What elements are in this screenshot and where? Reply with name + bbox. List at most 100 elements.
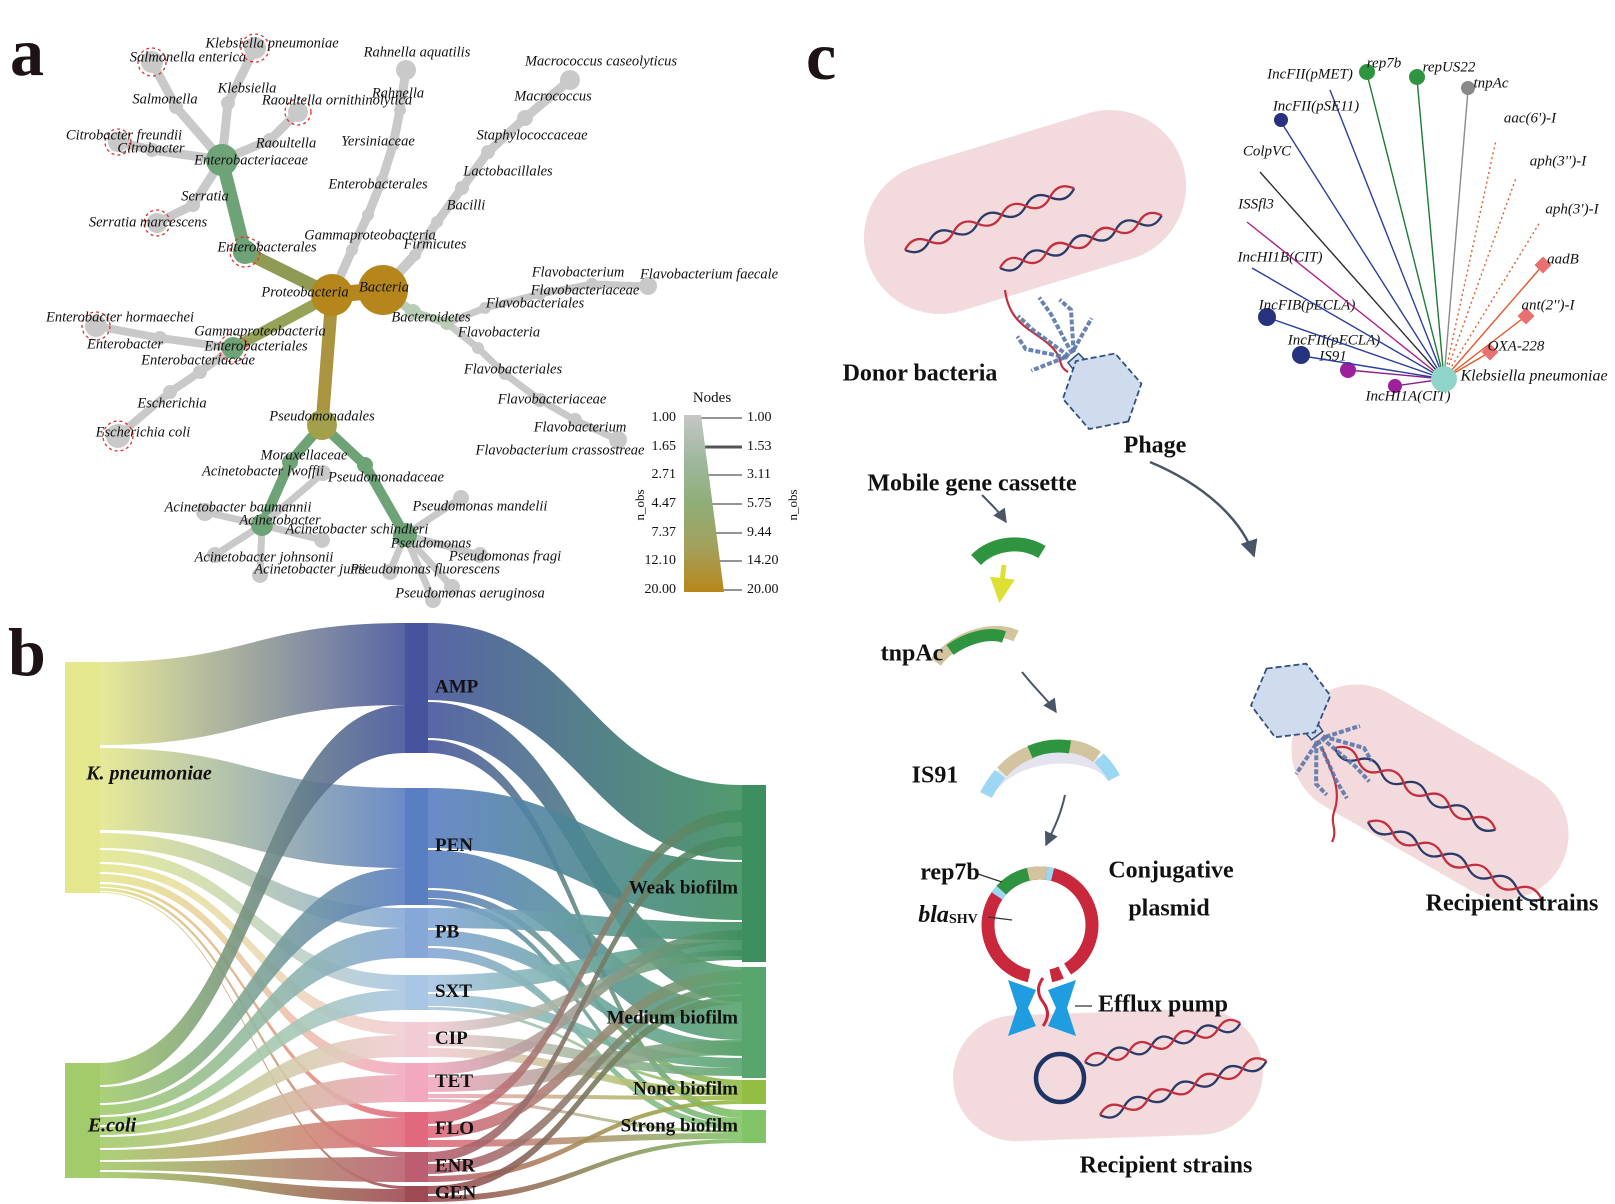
tree-node <box>472 547 488 563</box>
sankey-flow <box>100 928 405 1115</box>
tree-node <box>207 547 223 563</box>
label-connector <box>987 916 1013 921</box>
capsule-body <box>953 1008 1263 1142</box>
legend-tick-label-right: 1.53 <box>747 439 772 454</box>
panel-b-letter: b <box>8 614 46 690</box>
tree-node <box>479 302 491 314</box>
taxon-label: Flavobacteriales <box>463 361 563 377</box>
taxon-label: Klebsiella <box>217 80 277 96</box>
dna-strand <box>903 185 1075 251</box>
tree-node <box>346 244 358 256</box>
gene-transfer-label: IS91 <box>912 763 959 789</box>
plasmid-transfer-strand <box>1037 977 1049 1027</box>
tree-node <box>314 532 330 548</box>
gene-transfer-label: tnpAc <box>881 641 944 667</box>
taxon-label: Staphylococcaceae <box>476 127 588 143</box>
tree-node <box>252 567 268 583</box>
radial-gene-label: OXA-228 <box>1488 338 1545 354</box>
radial-spoke <box>1443 264 1544 380</box>
sankey-right-node <box>742 1080 766 1104</box>
taxon-label: Moraxellaceae <box>260 447 349 463</box>
taxon-label: Serratia marcescens <box>89 214 208 230</box>
taxon-label: Pseudomonas aeruginosa <box>394 585 544 601</box>
taxon-label: Firmicutes <box>403 236 467 252</box>
tree-node <box>153 331 167 345</box>
taxon-label: Acinetobacter baumannii <box>164 499 312 515</box>
sankey-right-label: Medium biofilm <box>607 1007 739 1028</box>
radial-dot <box>1292 346 1310 364</box>
tree-node <box>609 431 627 449</box>
taxon-label: Bacilli <box>447 197 486 213</box>
efflux-pump-icon <box>1008 980 1036 1036</box>
sankey-flow <box>100 990 405 1125</box>
dna-helix-icon <box>903 185 1076 254</box>
gene-transfer-label: Recipient strains <box>1080 1153 1253 1179</box>
tree-node <box>499 368 511 380</box>
legend-tick-label-right: 14.20 <box>747 553 779 568</box>
sankey-right-label: None biofilm <box>633 1078 738 1099</box>
dna-strand <box>1099 1060 1268 1119</box>
legend-tick-label-left: 1.65 <box>652 439 677 454</box>
sankey-flow <box>428 623 742 860</box>
radial-spoke <box>1280 121 1445 380</box>
radial-dot <box>1388 379 1402 393</box>
sankey-source-node <box>65 662 100 893</box>
recipient-capsule-right <box>1291 684 1569 900</box>
tree-node <box>472 342 484 354</box>
legend-axis-label: n_obs <box>785 489 800 520</box>
taxon-label: Pseudomonas mandelii <box>412 498 548 514</box>
tree-node <box>431 216 443 228</box>
radial-spoke <box>1443 89 1469 380</box>
tree-node <box>455 181 469 195</box>
radial-gene-label: aadB <box>1547 251 1579 267</box>
tree-node <box>409 249 421 261</box>
tree-node <box>106 424 130 448</box>
tree-edge <box>501 370 544 404</box>
tree-edge <box>536 280 596 298</box>
tree-node <box>534 288 546 300</box>
is91-arc-tip <box>1094 753 1120 782</box>
tree-node <box>222 337 244 359</box>
tree-node <box>387 139 399 151</box>
tree-node <box>288 102 308 122</box>
taxon-label: Acinetobacter junii <box>253 561 366 577</box>
sankey-flow <box>100 874 405 1075</box>
tnpac-arc-green <box>946 629 1007 655</box>
taxon-label: Escherichia <box>136 395 206 411</box>
tree-edge <box>315 288 339 432</box>
legend-tick-label-left: 12.10 <box>645 553 677 568</box>
recipient-plasmid-icon <box>1033 1051 1087 1105</box>
tree-node <box>560 70 580 90</box>
plasmid-seg-green <box>996 867 1031 895</box>
dna-helix-icon <box>1083 1018 1242 1067</box>
sankey-flow <box>100 1157 405 1182</box>
bla-shv-label: blaSHV <box>918 902 977 928</box>
sankey-mid-node <box>405 1186 428 1202</box>
radial-spoke <box>1416 78 1445 380</box>
sankey-right-node <box>742 1110 766 1143</box>
sankey-mid-label: CIP <box>435 1028 468 1049</box>
taxon-label: Enterobacter <box>86 336 163 352</box>
dna-strand <box>998 211 1163 269</box>
sankey-flow <box>428 970 742 1138</box>
legend-tick-label-left: 4.47 <box>652 496 677 511</box>
sankey-mid-node <box>405 623 428 753</box>
dna-strand <box>999 214 1163 272</box>
taxon-label: Flavobacterium faecale <box>639 266 779 282</box>
tree-node <box>244 37 266 59</box>
taxon-label: Acinetobacter lwoffii <box>201 463 324 479</box>
legend-tick-label-right: 5.75 <box>747 496 772 511</box>
sankey-mid-node <box>405 1022 428 1057</box>
legend-tick-label-left: 20.00 <box>645 582 677 597</box>
radial-gene-label: repUS22 <box>1423 59 1476 75</box>
dna-strand <box>1098 1057 1267 1116</box>
taxon-label: Yersiniaceae <box>341 133 415 149</box>
radial-spoke <box>1302 355 1445 380</box>
tree-node <box>233 240 257 264</box>
sankey-source-node <box>65 1063 100 1178</box>
radial-dot <box>1409 69 1425 85</box>
donor-bacteria-capsule <box>863 109 1187 315</box>
tree-node <box>382 564 398 580</box>
taxon-label: Bacteria <box>359 279 409 295</box>
sankey-source-label: K. pneumoniae <box>85 763 212 785</box>
